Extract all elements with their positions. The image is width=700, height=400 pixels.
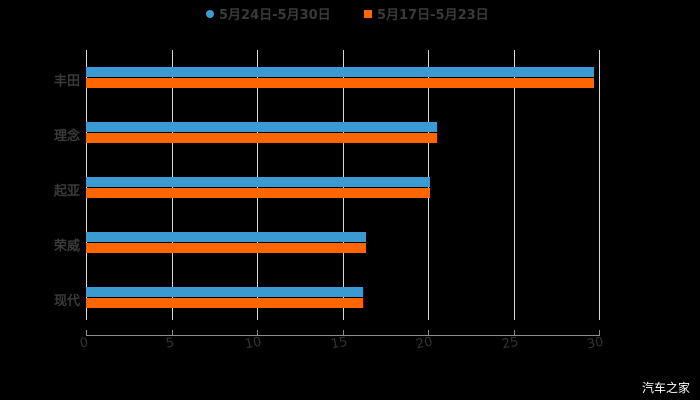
x-tick-label: 25 xyxy=(500,334,520,353)
tick-mark xyxy=(171,330,173,336)
category-label: 丰田 xyxy=(53,74,80,89)
legend-item-series-1[interactable]: 5月24日-5月30日 xyxy=(206,4,331,23)
category-label: 现代 xyxy=(53,294,80,309)
x-tick-label: 0 xyxy=(78,335,90,352)
bar[interactable] xyxy=(86,243,367,253)
bar[interactable] xyxy=(86,177,430,187)
category-label: 起亚 xyxy=(53,184,80,199)
bar[interactable] xyxy=(86,133,437,143)
bar[interactable] xyxy=(86,78,594,88)
category-label: 荣威 xyxy=(53,239,80,254)
legend-label: 5月24日-5月30日 xyxy=(219,8,331,23)
legend-label: 5月17日-5月23日 xyxy=(377,8,489,23)
bar[interactable] xyxy=(86,67,594,77)
x-tick-label: 15 xyxy=(329,334,349,353)
tick-mark xyxy=(599,330,600,336)
watermark: 汽车之家 xyxy=(641,381,690,395)
category-label: 理念 xyxy=(53,129,80,144)
legend-item-series-2[interactable]: 5月17日-5月23日 xyxy=(364,4,489,23)
gridline xyxy=(513,50,515,320)
bar[interactable] xyxy=(86,287,364,297)
tick-mark xyxy=(428,330,429,336)
x-tick-label: 30 xyxy=(585,334,605,353)
bar[interactable] xyxy=(86,188,430,198)
x-tick-label: 5 xyxy=(164,335,176,352)
circle-marker-icon xyxy=(206,9,214,18)
tick-mark xyxy=(513,330,515,336)
bar[interactable] xyxy=(86,122,437,132)
x-tick-label: 20 xyxy=(414,334,434,353)
tick-mark xyxy=(257,330,258,336)
chart-legend: 5月24日-5月30日 5月17日-5月23日 xyxy=(0,4,700,24)
x-tick-label: 10 xyxy=(243,334,263,353)
bar[interactable] xyxy=(86,298,364,308)
tick-mark xyxy=(86,330,87,336)
square-marker-icon xyxy=(364,9,372,18)
gridline xyxy=(599,50,600,320)
tick-mark xyxy=(342,330,344,336)
bar[interactable] xyxy=(86,232,367,242)
